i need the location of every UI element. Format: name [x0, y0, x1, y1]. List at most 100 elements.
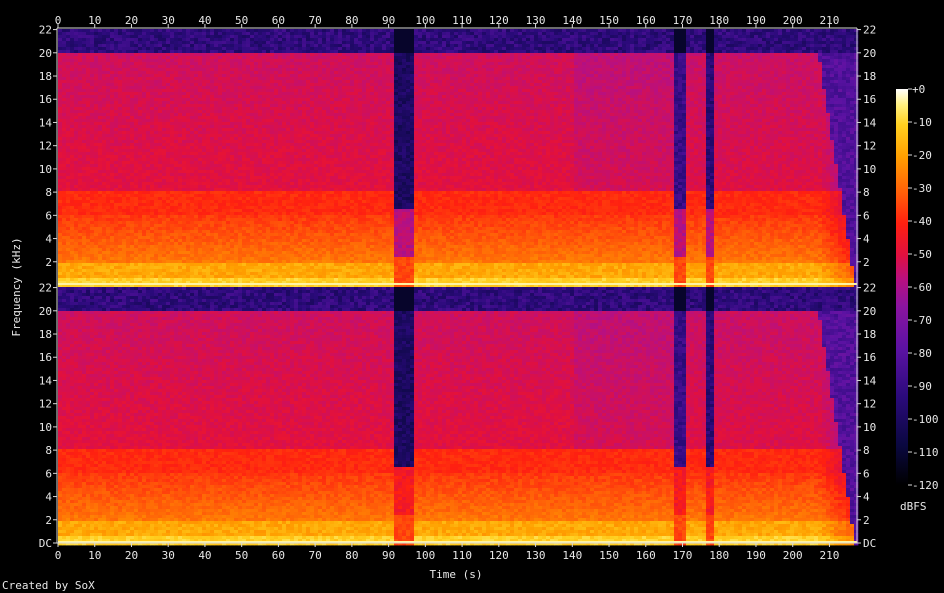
y-tick-label-left: 4: [45, 233, 52, 246]
x-tick-label-top: 40: [198, 14, 211, 27]
y-tick-label-right: DC: [863, 537, 876, 550]
y-tick-label-right: 12: [863, 398, 876, 411]
x-tick-label-bottom: 200: [783, 549, 803, 562]
x-tick-label-bottom: 120: [489, 549, 509, 562]
x-tick-label-top: 140: [562, 14, 582, 27]
x-axis-label: Time (s): [430, 568, 483, 581]
colorbar-tick-label: -120: [912, 479, 939, 492]
x-tick-label-top: 30: [162, 14, 175, 27]
y-tick-label-right: 4: [863, 233, 870, 246]
y-tick-label-right: 14: [863, 374, 877, 387]
x-tick-label-bottom: 210: [820, 549, 840, 562]
y-tick-label-right: 12: [863, 140, 876, 153]
y-tick-label-right: 18: [863, 70, 876, 83]
y-tick-label-left: 6: [45, 467, 52, 480]
x-tick-label-top: 150: [599, 14, 619, 27]
colorbar-tick-label: -70: [912, 314, 932, 327]
y-tick-label-left: 6: [45, 209, 52, 222]
colorbar-ticks: +0-10-20-30-40-50-60-70-80-90-100-110-12…: [908, 83, 939, 492]
y-tick-label-left: 8: [45, 186, 52, 199]
x-tick-label-bottom: 110: [452, 549, 472, 562]
y-tick-label-right: 16: [863, 93, 876, 106]
spectrogram-channel-1: [58, 29, 858, 287]
x-tick-label-bottom: 80: [345, 549, 358, 562]
y-tick-label-left: 16: [39, 93, 52, 106]
y-tick-label-right: 22: [863, 24, 876, 37]
x-tick-label-bottom: 70: [309, 549, 322, 562]
dc-band: [58, 283, 857, 285]
x-tick-label-bottom: 170: [673, 549, 693, 562]
x-tick-label-top: 100: [415, 14, 435, 27]
y-tick-label-left: 2: [45, 256, 52, 269]
y-tick-label-right: 20: [863, 47, 876, 60]
x-tick-label-top: 110: [452, 14, 472, 27]
y-axis-label: Frequency (kHz): [10, 237, 23, 336]
x-tick-label-top: 20: [125, 14, 138, 27]
y-tick-label-left: 20: [39, 47, 52, 60]
y-tick-label-left: DC: [39, 537, 52, 550]
y-tick-label-right: 16: [863, 351, 876, 364]
x-tick-label-bottom: 160: [636, 549, 656, 562]
x-tick-label-top: 120: [489, 14, 509, 27]
spectrogram-channel-2: [58, 287, 858, 545]
x-tick-label-bottom: 180: [709, 549, 729, 562]
x-tick-label-top: 180: [709, 14, 729, 27]
y-tick-label-right: 22: [863, 282, 876, 295]
x-tick-label-bottom: 60: [272, 549, 285, 562]
y-tick-label-right: 18: [863, 328, 876, 341]
y-tick-label-right: 4: [863, 491, 870, 504]
colorbar-tick-label: -110: [912, 446, 939, 459]
x-tick-label-top: 130: [526, 14, 546, 27]
y-tick-label-right: 6: [863, 209, 870, 222]
x-tick-label-top: 170: [673, 14, 693, 27]
y-tick-label-left: 8: [45, 444, 52, 457]
x-tick-label-top: 70: [309, 14, 322, 27]
y-tick-label-left: 18: [39, 70, 52, 83]
x-tick-label-top: 10: [88, 14, 101, 27]
x-tick-label-top: 0: [55, 14, 62, 27]
x-tick-label-top: 200: [783, 14, 803, 27]
y-tick-label-right: 20: [863, 305, 876, 318]
y-tick-label-right: 8: [863, 444, 870, 457]
y-tick-label-right: 10: [863, 421, 876, 434]
x-tick-label-bottom: 90: [382, 549, 395, 562]
x-tick-label-bottom: 30: [162, 549, 175, 562]
x-tick-label-top: 190: [746, 14, 766, 27]
y-tick-label-left: 14: [39, 116, 53, 129]
y-tick-label-right: 2: [863, 256, 870, 269]
x-tick-label-top: 60: [272, 14, 285, 27]
y-tick-label-left: 20: [39, 305, 52, 318]
colorbar-tick-label: -30: [912, 182, 932, 195]
y-tick-label-left: 22: [39, 282, 52, 295]
y-tick-label-left: 10: [39, 163, 52, 176]
colorbar-tick-label: -90: [912, 380, 932, 393]
y-tick-label-right: 14: [863, 116, 877, 129]
credit-text: Created by SoX: [2, 579, 95, 592]
x-tick-label-bottom: 190: [746, 549, 766, 562]
x-tick-label-top: 90: [382, 14, 395, 27]
x-tick-label-bottom: 100: [415, 549, 435, 562]
x-tick-label-bottom: 150: [599, 549, 619, 562]
colorbar-tick-label: -80: [912, 347, 932, 360]
x-tick-label-top: 210: [820, 14, 840, 27]
colorbar-tick-label: -20: [912, 149, 932, 162]
x-tick-label-top: 80: [345, 14, 358, 27]
colorbar-gradient: [896, 89, 908, 485]
y-tick-label-left: 22: [39, 24, 52, 37]
y-tick-label-left: 2: [45, 514, 52, 527]
x-tick-label-bottom: 140: [562, 549, 582, 562]
x-tick-label-bottom: 10: [88, 549, 101, 562]
colorbar-tick-label: -60: [912, 281, 932, 294]
y-tick-label-right: 10: [863, 163, 876, 176]
colorbar-label: dBFS: [900, 500, 927, 513]
y-tick-label-left: 12: [39, 140, 52, 153]
y-tick-label-right: 2: [863, 514, 870, 527]
x-tick-label-bottom: 40: [198, 549, 211, 562]
y-tick-label-left: 18: [39, 328, 52, 341]
y-tick-label-left: 10: [39, 421, 52, 434]
colorbar-tick-label: -50: [912, 248, 932, 261]
colorbar: +0-10-20-30-40-50-60-70-80-90-100-110-12…: [896, 83, 939, 513]
x-tick-label-top: 160: [636, 14, 656, 27]
colorbar-tick-label: -40: [912, 215, 932, 228]
